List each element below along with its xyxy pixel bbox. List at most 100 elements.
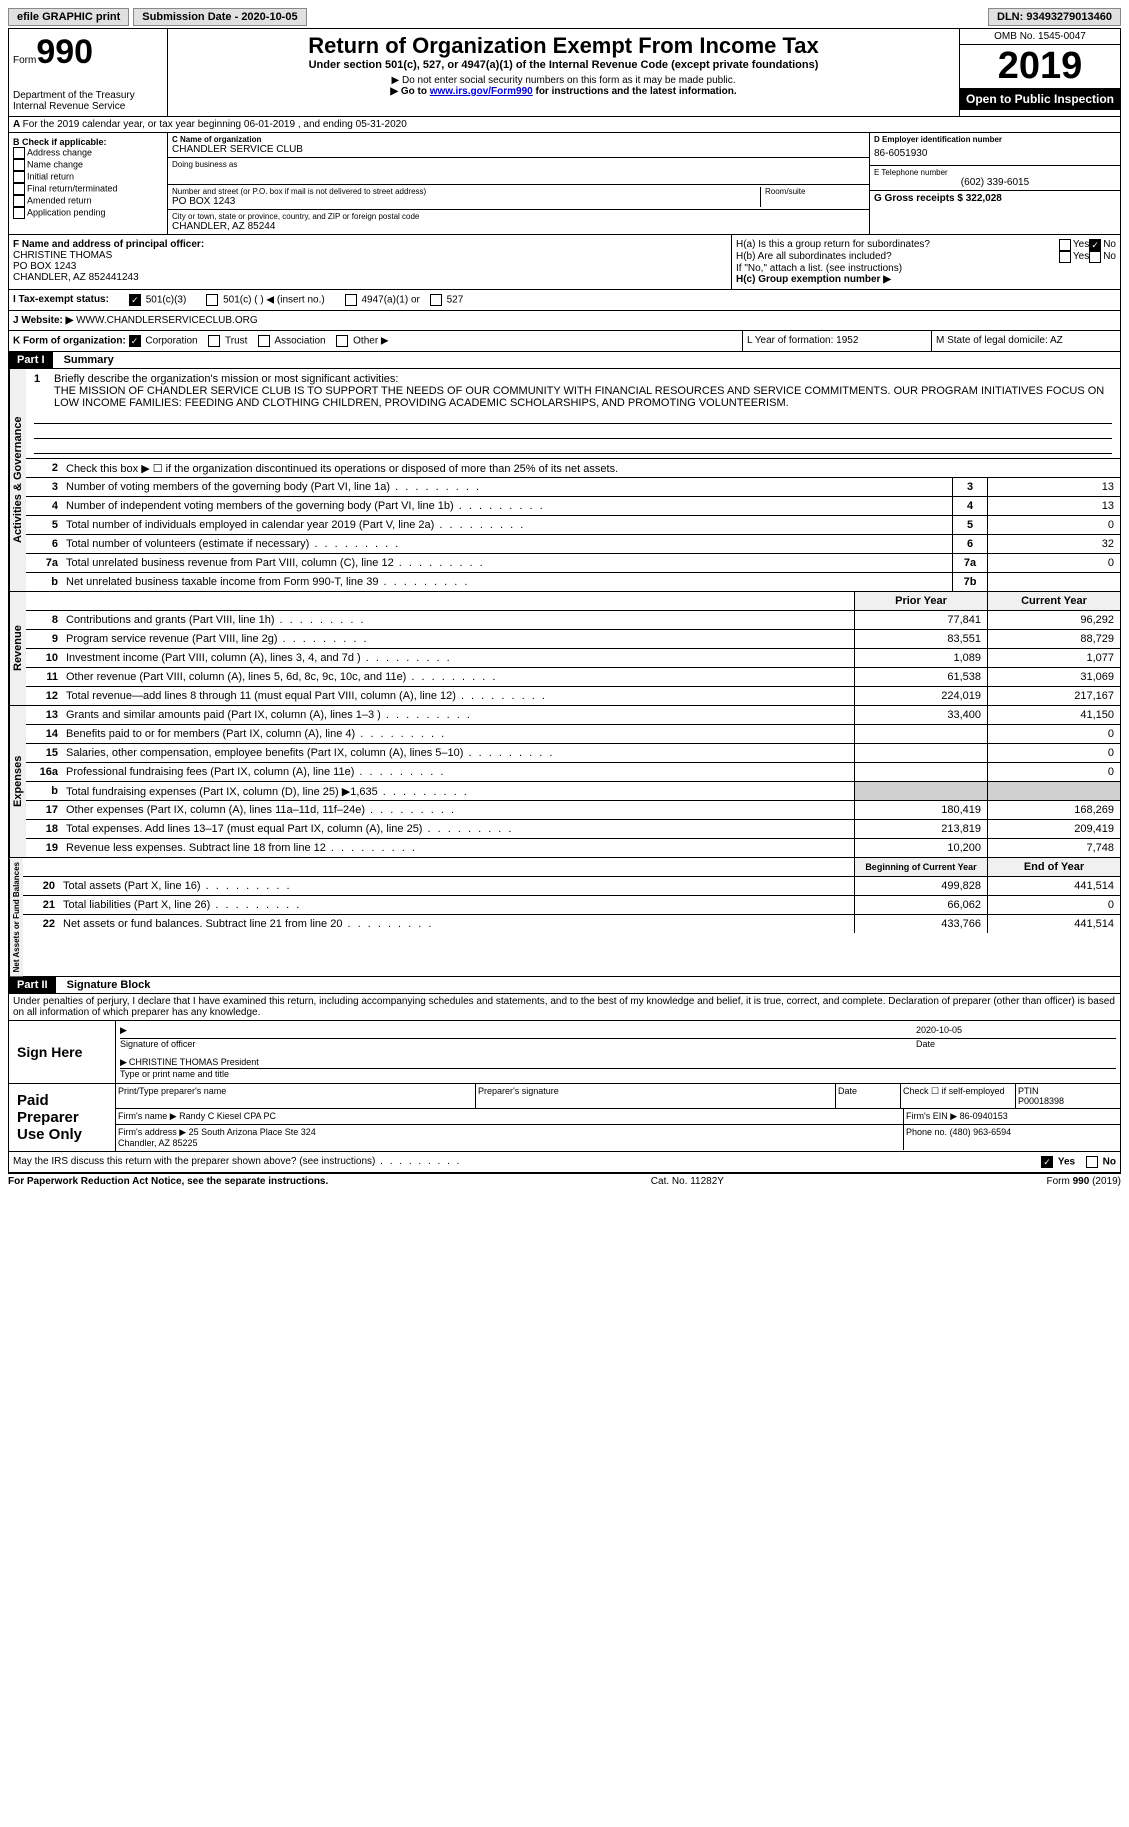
box-f-label: F Name and address of principal officer: bbox=[13, 239, 727, 250]
note2-post: for instructions and the latest informat… bbox=[533, 86, 737, 97]
table-row: 15Salaries, other compensation, employee… bbox=[26, 744, 1120, 763]
table-row: 12Total revenue—add lines 8 through 11 (… bbox=[26, 687, 1120, 705]
table-row: 8Contributions and grants (Part VIII, li… bbox=[26, 611, 1120, 630]
table-row: 10Investment income (Part VIII, column (… bbox=[26, 649, 1120, 668]
line2-text: Check this box ▶ ☐ if the organization d… bbox=[62, 460, 1120, 477]
expenses-section: Expenses 13Grants and similar amounts pa… bbox=[8, 706, 1121, 858]
box-f: F Name and address of principal officer:… bbox=[9, 235, 731, 289]
cb-name: Name change bbox=[13, 159, 163, 171]
vert-revenue: Revenue bbox=[9, 592, 26, 705]
city-label: City or town, state or province, country… bbox=[172, 212, 865, 221]
form-title: Return of Organization Exempt From Incom… bbox=[172, 33, 955, 59]
date-label: Date bbox=[916, 1039, 1116, 1049]
mission-text: THE MISSION OF CHANDLER SERVICE CLUB IS … bbox=[54, 385, 1112, 409]
dln-badge: DLN: 93493279013460 bbox=[988, 8, 1121, 26]
table-row: 18Total expenses. Add lines 13–17 (must … bbox=[26, 820, 1120, 839]
prep-sig-label: Preparer's signature bbox=[476, 1084, 836, 1108]
form-note1: ▶ Do not enter social security numbers o… bbox=[172, 75, 955, 86]
org-address: PO BOX 1243 bbox=[172, 196, 760, 207]
submission-date: Submission Date - 2020-10-05 bbox=[133, 8, 306, 26]
sig-date: 2020-10-05 bbox=[916, 1025, 1116, 1036]
section-a: A For the 2019 calendar year, or tax yea… bbox=[8, 117, 1121, 133]
table-row: 20Total assets (Part X, line 16)499,8284… bbox=[23, 877, 1120, 896]
box-m: M State of legal domicile: AZ bbox=[931, 331, 1120, 351]
box-g: G Gross receipts $ 322,028 bbox=[874, 193, 1116, 204]
col-begin: Beginning of Current Year bbox=[854, 858, 987, 876]
sign-here-label: Sign Here bbox=[9, 1021, 115, 1083]
vert-expenses: Expenses bbox=[9, 706, 26, 857]
efile-badge: efile GRAPHIC print bbox=[8, 8, 129, 26]
col-prior: Prior Year bbox=[854, 592, 987, 610]
tax-year: 2019 bbox=[960, 45, 1120, 88]
form-label: Form bbox=[13, 55, 36, 66]
firm-ein: 86-0940153 bbox=[960, 1111, 1008, 1121]
box-b-label: B Check if applicable: bbox=[13, 137, 163, 147]
phone-value: (602) 339-6015 bbox=[874, 177, 1116, 188]
org-name: CHANDLER SERVICE CLUB bbox=[172, 144, 865, 155]
prep-date-label: Date bbox=[836, 1084, 901, 1108]
box-j: J Website: ▶ WWW.CHANDLERSERVICECLUB.ORG bbox=[8, 311, 1121, 331]
website-value: WWW.CHANDLERSERVICECLUB.ORG bbox=[76, 315, 258, 326]
page-footer: For Paperwork Reduction Act Notice, see … bbox=[8, 1173, 1121, 1187]
table-row: 13Grants and similar amounts paid (Part … bbox=[26, 706, 1120, 725]
officer-addr2: CHANDLER, AZ 852441243 bbox=[13, 272, 727, 283]
part1-title: Summary bbox=[56, 352, 122, 368]
addr-label: Number and street (or P.O. box if mail i… bbox=[172, 187, 760, 196]
entity-info: B Check if applicable: Address change Na… bbox=[8, 133, 1121, 235]
col-end: End of Year bbox=[987, 858, 1120, 876]
table-row: 21Total liabilities (Part X, line 26)66,… bbox=[23, 896, 1120, 915]
ptin-value: P00018398 bbox=[1018, 1096, 1118, 1106]
hb-label: H(b) Are all subordinates included? bbox=[736, 251, 1059, 263]
cb-amended: Amended return bbox=[13, 195, 163, 207]
vert-governance: Activities & Governance bbox=[9, 369, 26, 591]
table-row: 14Benefits paid to or for members (Part … bbox=[26, 725, 1120, 744]
cb-address: Address change bbox=[13, 147, 163, 159]
discuss-row: May the IRS discuss this return with the… bbox=[8, 1152, 1121, 1173]
table-row: 17Other expenses (Part IX, column (A), l… bbox=[26, 801, 1120, 820]
table-row: 22Net assets or fund balances. Subtract … bbox=[23, 915, 1120, 933]
box-k: K Form of organization: Corporation Trus… bbox=[9, 331, 742, 351]
paid-preparer-section: Paid Preparer Use Only Print/Type prepar… bbox=[8, 1084, 1121, 1152]
tax-year-range: For the 2019 calendar year, or tax year … bbox=[23, 119, 407, 130]
box-b: B Check if applicable: Address change Na… bbox=[9, 133, 168, 234]
hc-label: H(c) Group exemption number ▶ bbox=[736, 274, 1116, 285]
sig-officer-label: Signature of officer bbox=[120, 1039, 916, 1049]
table-row: 3Number of voting members of the governi… bbox=[26, 478, 1120, 497]
part2-title: Signature Block bbox=[59, 977, 159, 993]
sign-here-section: Sign Here 2020-10-05 Signature of office… bbox=[8, 1021, 1121, 1084]
note2-pre: ▶ Go to bbox=[390, 86, 429, 97]
form990-link[interactable]: www.irs.gov/Form990 bbox=[430, 86, 533, 97]
form-footer: Form 990 (2019) bbox=[1047, 1176, 1121, 1187]
dept-label: Department of the Treasury Internal Reve… bbox=[13, 90, 163, 112]
room-label: Room/suite bbox=[765, 187, 865, 196]
table-row: 11Other revenue (Part VIII, column (A), … bbox=[26, 668, 1120, 687]
firm-name: Randy C Kiesel CPA PC bbox=[179, 1111, 276, 1121]
part1-badge: Part I bbox=[9, 352, 53, 368]
type-label: Type or print name and title bbox=[120, 1069, 1116, 1079]
officer-addr1: PO BOX 1243 bbox=[13, 261, 727, 272]
part2-badge: Part II bbox=[9, 977, 56, 993]
table-row: 7aTotal unrelated business revenue from … bbox=[26, 554, 1120, 573]
revenue-section: Revenue Prior Year Current Year 8Contrib… bbox=[8, 592, 1121, 706]
table-row: 16aProfessional fundraising fees (Part I… bbox=[26, 763, 1120, 782]
officer-printed: CHRISTINE THOMAS President bbox=[129, 1057, 259, 1067]
form-number: 990 bbox=[36, 33, 93, 71]
dba-label: Doing business as bbox=[172, 160, 865, 169]
box-l: L Year of formation: 1952 bbox=[742, 331, 931, 351]
box-i: I Tax-exempt status: 501(c)(3) 501(c) ( … bbox=[8, 290, 1121, 311]
paperwork-notice: For Paperwork Reduction Act Notice, see … bbox=[8, 1176, 328, 1187]
col-current: Current Year bbox=[987, 592, 1120, 610]
cb-pending: Application pending bbox=[13, 207, 163, 219]
officer-name: CHRISTINE THOMAS bbox=[13, 250, 727, 261]
vert-netassets: Net Assets or Fund Balances bbox=[9, 858, 23, 976]
governance-section: Activities & Governance 1Briefly describ… bbox=[8, 369, 1121, 592]
table-row: bNet unrelated business taxable income f… bbox=[26, 573, 1120, 591]
ha-label: H(a) Is this a group return for subordin… bbox=[736, 239, 1059, 251]
declaration-text: Under penalties of perjury, I declare th… bbox=[8, 994, 1121, 1021]
cb-initial: Initial return bbox=[13, 171, 163, 183]
discuss-label: May the IRS discuss this return with the… bbox=[13, 1156, 1041, 1168]
ptin-label: PTIN bbox=[1018, 1086, 1118, 1096]
box-h: H(a) Is this a group return for subordin… bbox=[731, 235, 1120, 289]
table-row: bTotal fundraising expenses (Part IX, co… bbox=[26, 782, 1120, 801]
firm-phone: (480) 963-6594 bbox=[950, 1127, 1012, 1137]
